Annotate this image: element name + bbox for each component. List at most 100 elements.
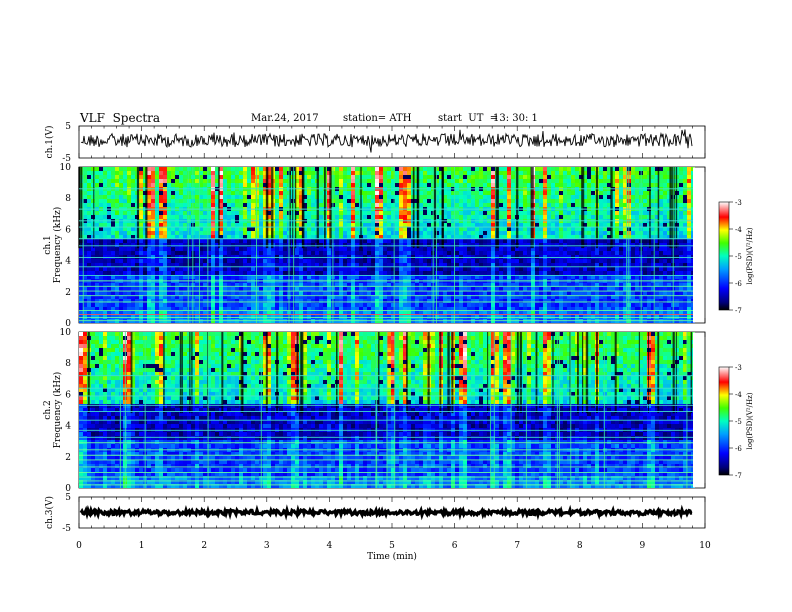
psd-cell (183, 283, 187, 287)
psd-cell (487, 231, 491, 235)
psd-cell (583, 271, 587, 275)
psd-cell (479, 283, 483, 287)
psd-cell (303, 175, 307, 179)
psd-cell (491, 199, 495, 203)
psd-cell (387, 175, 391, 179)
psd-cell (555, 223, 559, 227)
psd-cell (379, 183, 383, 187)
psd-cell (171, 283, 175, 287)
psd-cell (227, 247, 231, 251)
psd-cell (123, 287, 127, 291)
psd-cell (335, 251, 339, 255)
psd-cell (543, 211, 547, 215)
psd-cell (163, 263, 167, 267)
psd-cell (535, 171, 539, 175)
psd-cell (327, 235, 331, 239)
psd-cell (175, 231, 179, 235)
psd-cell (571, 243, 575, 247)
psd-cell (427, 239, 431, 243)
psd-cell (591, 183, 595, 187)
psd-cell (159, 227, 163, 231)
psd-cell (375, 203, 379, 207)
psd-cell (167, 195, 171, 199)
psd-cell (187, 239, 191, 243)
psd-cell (247, 259, 251, 263)
psd-cell (219, 287, 223, 291)
psd-cell (575, 243, 579, 247)
psd-cell (243, 179, 247, 183)
psd-cell (335, 227, 339, 231)
psd-cell (159, 223, 163, 227)
psd-cell (367, 171, 371, 175)
psd-cell (399, 255, 403, 259)
psd-cell (183, 183, 187, 187)
psd-cell (503, 239, 507, 243)
station-label: station= ATH (343, 113, 412, 124)
psd-cell (135, 275, 139, 279)
psd-cell (683, 227, 687, 231)
psd-cell (159, 171, 163, 175)
psd-cell (203, 195, 207, 199)
psd-cell (643, 271, 647, 275)
psd-cell (403, 215, 407, 219)
psd-cell (295, 167, 299, 171)
psd-cell (647, 231, 651, 235)
psd-cell (619, 191, 623, 195)
psd-cell (295, 179, 299, 183)
psd-cell (539, 191, 543, 195)
psd-cell (119, 247, 123, 251)
psd-cell (467, 223, 471, 227)
psd-cell (95, 215, 99, 219)
psd-cell (679, 259, 683, 263)
psd-cell (683, 283, 687, 287)
psd-cell (111, 247, 115, 251)
psd-cell (247, 195, 251, 199)
psd-cell (599, 175, 603, 179)
psd-cell (239, 275, 243, 279)
psd-cell (527, 199, 531, 203)
psd-cell (223, 183, 227, 187)
psd-cell (531, 287, 535, 291)
psd-cell (619, 263, 623, 267)
psd-cell (507, 175, 511, 179)
psd-cell (507, 239, 511, 243)
psd-cell (659, 263, 663, 267)
psd-cell (111, 251, 115, 255)
psd-cell (227, 199, 231, 203)
psd-cell (479, 223, 483, 227)
psd-cell (207, 175, 211, 179)
psd-cell (87, 167, 91, 171)
psd-cell (411, 251, 415, 255)
psd-cell (207, 215, 211, 219)
psd-cell (279, 195, 283, 199)
psd-cell (619, 195, 623, 199)
psd-cell (179, 271, 183, 275)
psd-cell (295, 251, 299, 255)
psd-cell (503, 211, 507, 215)
psd-cell (467, 231, 471, 235)
psd-cell (163, 251, 167, 255)
psd-cell (551, 183, 555, 187)
psd-cell (263, 231, 267, 235)
psd-cell (231, 251, 235, 255)
psd-cell (163, 167, 167, 171)
psd-cell (211, 227, 215, 231)
psd-cell (439, 271, 443, 275)
psd-cell (423, 271, 427, 275)
psd-cell (563, 175, 567, 179)
psd-cell (263, 171, 267, 175)
psd-cell (243, 195, 247, 199)
psd-cell (451, 267, 455, 271)
psd-cell (687, 239, 691, 243)
psd-cell (543, 263, 547, 267)
psd-cell (207, 183, 211, 187)
psd-cell (479, 259, 483, 263)
psd-cell (171, 215, 175, 219)
psd-cell (475, 223, 479, 227)
psd-cell (95, 211, 99, 215)
psd-cell (447, 255, 451, 259)
psd-cell (511, 195, 515, 199)
psd-cell (683, 251, 687, 255)
psd-cell (399, 275, 403, 279)
psd-cell (239, 215, 243, 219)
